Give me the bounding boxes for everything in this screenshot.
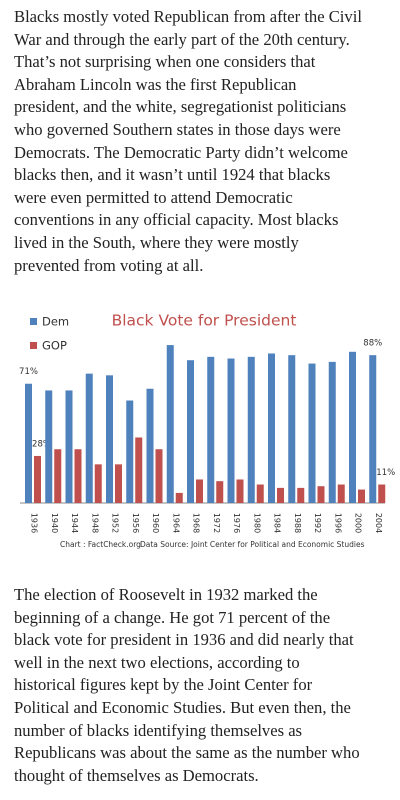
text-line: black vote for president in 1936 and did… — [14, 630, 354, 650]
bar — [85, 373, 93, 503]
x-tick-label: 1952 — [111, 513, 120, 533]
bar — [126, 400, 134, 503]
data-label: 11% — [376, 468, 395, 478]
bar — [65, 390, 73, 503]
bar — [328, 361, 336, 503]
legend-swatch — [30, 318, 37, 325]
bar — [166, 345, 174, 503]
chart-credit: Chart : FactCheck.org — [60, 540, 141, 549]
text-line: lived in the South, where they were most… — [14, 232, 299, 252]
text-line: were even permitted to attend Democratic — [14, 187, 293, 207]
bar — [187, 360, 194, 503]
chart: Black Vote for President Chart : FactChe… — [19, 312, 395, 550]
x-tick-label: 1984 — [273, 513, 282, 533]
x-tick-label: 1944 — [70, 513, 79, 533]
text-line: who governed Southern states in those da… — [14, 119, 341, 139]
text-line: prevented from voting at all. — [14, 255, 204, 275]
x-tick-label: 1964 — [171, 513, 180, 533]
legend-label: GOP — [42, 339, 67, 353]
chart-title: Black Vote for President — [112, 312, 297, 330]
text-line: beginning of a change. He got 71 percent… — [14, 607, 331, 627]
bar — [288, 355, 296, 503]
x-tick-label: 1968 — [192, 513, 201, 533]
x-tick-label: 1996 — [333, 513, 342, 533]
x-tick-label: 1992 — [313, 513, 322, 533]
bar — [146, 388, 154, 503]
text-line: president, and the white, segregationist… — [14, 97, 347, 117]
bar — [94, 464, 102, 503]
bar — [25, 383, 32, 503]
bar — [297, 487, 305, 503]
bar — [196, 479, 203, 503]
text-line: Political and Economic Studies. But even… — [14, 697, 351, 717]
text-line: Democrats. The Democratic Party didn’t w… — [14, 142, 348, 162]
bar — [247, 356, 255, 503]
x-tick-label: 1956 — [131, 513, 140, 533]
bar — [115, 464, 122, 503]
bar — [45, 390, 53, 503]
text-line: blacks then, and it wasn’t until 1924 th… — [14, 165, 331, 185]
bar — [358, 489, 365, 503]
x-tick-label: 2000 — [354, 513, 363, 533]
legend-label: Dem — [42, 315, 69, 329]
text-line: thought of themselves as Democrats. — [14, 765, 259, 785]
bar — [34, 455, 41, 503]
x-tick-label: 1948 — [90, 513, 99, 533]
bar — [349, 351, 356, 503]
bar — [106, 375, 113, 503]
x-tick-label: 1976 — [232, 513, 241, 533]
data-label: 28% — [32, 439, 51, 449]
data-source: Data Source: Joint Center for Political … — [140, 540, 365, 549]
bar — [175, 492, 183, 503]
bar — [268, 353, 275, 503]
bar — [54, 449, 62, 503]
bar — [256, 484, 264, 503]
text-line: Abraham Lincoln was the first Republican — [14, 74, 297, 94]
bar — [227, 358, 235, 503]
paragraph: Blacks mostly voted Republican from afte… — [14, 6, 362, 277]
x-tick-label: 1988 — [293, 513, 302, 533]
bar — [207, 356, 215, 503]
text-line: number of blacks identifying themselves … — [14, 720, 303, 740]
bar — [378, 484, 386, 503]
legend-swatch — [30, 342, 37, 349]
data-label: 71% — [19, 367, 38, 377]
text-line: That’s not surprising when one considers… — [14, 52, 316, 72]
bar — [216, 481, 224, 503]
bar — [236, 479, 244, 503]
bar — [308, 363, 316, 503]
text-line: Blacks mostly voted Republican from afte… — [14, 7, 362, 26]
text-line: historical figures kept by the Joint Cen… — [14, 675, 313, 695]
x-tick-label: 1972 — [212, 513, 221, 533]
bar — [135, 437, 143, 503]
bar — [337, 484, 345, 503]
x-tick-label: 2004 — [374, 513, 383, 533]
text-line: well in the next two elections, accordin… — [14, 652, 300, 672]
text-line: conventions in any official capacity. Mo… — [14, 210, 339, 230]
x-tick-label: 1960 — [151, 513, 160, 533]
bar — [155, 449, 163, 503]
text-line: Republicans was about the same as the nu… — [14, 743, 360, 763]
bar — [74, 449, 82, 503]
data-label: 88% — [363, 339, 382, 349]
x-tick-label: 1936 — [30, 513, 39, 533]
text-line: The election of Roosevelt in 1932 marked… — [14, 585, 318, 604]
text-line: War and through the early part of the 20… — [14, 29, 350, 49]
paragraph: The election of Roosevelt in 1932 marked… — [14, 584, 360, 787]
x-tick-label: 1980 — [252, 513, 261, 533]
bar — [369, 355, 377, 503]
bar — [277, 487, 284, 503]
x-tick-label: 1940 — [50, 513, 59, 533]
bar — [317, 486, 325, 503]
